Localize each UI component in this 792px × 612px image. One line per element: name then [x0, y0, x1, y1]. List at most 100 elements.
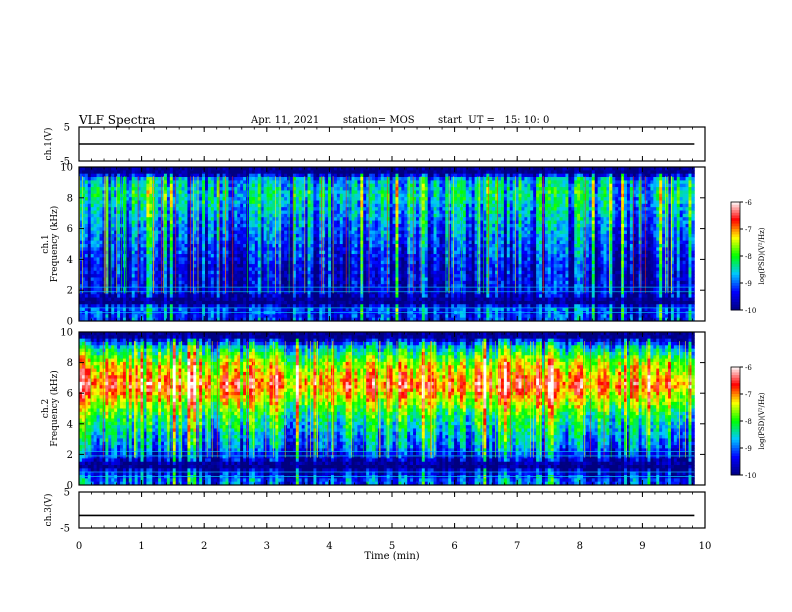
- spectrogram-cell: [222, 190, 226, 195]
- spectrogram-cell: [319, 227, 323, 232]
- spectrogram-cell: [401, 183, 405, 188]
- spectrogram-cell: [339, 220, 344, 225]
- spectrogram-cell: [415, 170, 420, 175]
- spectrogram-cell: [574, 210, 578, 215]
- spectrogram-cell: [498, 210, 502, 215]
- spectrogram-cell: [662, 237, 666, 242]
- spectrogram-cell: [254, 193, 259, 198]
- spectrogram-cell: [240, 180, 244, 185]
- spectrogram-cell: [676, 220, 681, 225]
- spectrogram-cell: [398, 217, 402, 221]
- spectrogram-cell: [374, 233, 379, 238]
- spectrogram-cell: [87, 187, 92, 191]
- spectrogram-cell: [263, 190, 267, 195]
- spectrogram-cell: [556, 233, 560, 238]
- spectrogram-cell: [615, 203, 619, 208]
- spectrogram-cell: [553, 167, 558, 171]
- spectrogram-cell: [612, 230, 616, 235]
- spectrogram-cell: [530, 223, 534, 228]
- spectrogram-cell: [328, 193, 332, 198]
- spectrogram-cell: [609, 177, 613, 181]
- spectrogram-cell: [500, 207, 505, 211]
- spectrogram-cell: [670, 173, 675, 178]
- spectrogram-cell: [117, 233, 121, 238]
- spectrogram-cell: [656, 187, 660, 191]
- spectrogram-cell: [536, 220, 540, 225]
- spectrogram-cell: [342, 217, 347, 221]
- spectrogram-cell: [603, 230, 607, 235]
- spectrogram-cell: [272, 173, 276, 178]
- spectrogram-cell: [624, 220, 628, 225]
- spectrogram-cell: [99, 203, 103, 208]
- spectrogram-cell: [143, 187, 147, 191]
- spectrogram-cell: [577, 213, 581, 218]
- spectrogram-cell: [357, 203, 361, 208]
- spectrogram-cell: [281, 187, 285, 191]
- spectrogram-cell: [210, 237, 215, 242]
- spectrogram-cell: [246, 170, 250, 175]
- spectrogram-cell: [172, 170, 177, 175]
- spectrogram-cell: [354, 217, 358, 221]
- spectrogram-cell: [503, 223, 508, 228]
- spectrogram-cell: [345, 190, 349, 195]
- spectrogram-cell: [322, 220, 326, 225]
- spectrogram-cell: [442, 177, 446, 181]
- spectrogram-cell: [172, 200, 177, 205]
- spectrogram-cell: [448, 197, 452, 201]
- spectrogram-cell: [398, 210, 402, 215]
- spectrogram-cell: [149, 173, 153, 178]
- spectrogram-cell: [638, 193, 643, 198]
- spectrogram-cell: [448, 170, 452, 175]
- spectrogram-cell: [462, 180, 467, 185]
- spectrogram-cell: [143, 220, 147, 225]
- spectrogram-cell: [594, 167, 599, 171]
- spectrogram-cell: [181, 230, 185, 235]
- spectrogram-cell: [418, 223, 423, 228]
- spectrogram-cell: [295, 167, 300, 171]
- spectrogram-cell: [216, 230, 221, 235]
- spectrogram-cell: [524, 197, 528, 201]
- spectrogram-cell: [257, 207, 262, 211]
- spectrogram-cell: [216, 183, 221, 188]
- spectrogram-cell: [635, 183, 640, 188]
- spectrogram-cell: [240, 187, 244, 191]
- spectrogram-cell: [336, 183, 341, 188]
- spectrogram-cell: [527, 167, 531, 171]
- spectrogram-cell: [600, 173, 604, 178]
- spectrogram-cell: [205, 203, 209, 208]
- spectrogram-cell: [492, 170, 496, 175]
- spectrogram-cell: [392, 197, 396, 201]
- spectrogram-cell: [468, 213, 473, 218]
- spectrogram-cell: [190, 227, 194, 232]
- spectrogram-cell: [319, 233, 323, 238]
- spectrogram-cell: [377, 220, 382, 225]
- spectrogram-cell: [615, 200, 619, 205]
- spectrogram-cell: [134, 237, 139, 242]
- spectrogram-cell: [682, 230, 686, 235]
- spectrogram-cell: [624, 173, 628, 178]
- spectrogram-cell: [310, 200, 314, 205]
- spectrogram-cell: [492, 190, 496, 195]
- spectrogram-cell: [140, 244, 144, 248]
- spectrogram-cell: [287, 167, 291, 171]
- spectrogram-cell: [216, 177, 221, 181]
- spectrogram-cell: [137, 240, 141, 245]
- spectrogram-cell: [439, 190, 443, 195]
- spectrogram-cell: [231, 167, 235, 171]
- spectrogram-cell: [512, 190, 517, 195]
- spectrogram-cell: [354, 203, 358, 208]
- spectrogram-cell: [190, 183, 194, 188]
- spectrogram-cell: [354, 227, 358, 232]
- spectrogram-cell: [445, 190, 449, 195]
- spectrogram-cell: [509, 233, 514, 238]
- spectrogram-cell: [659, 200, 663, 205]
- spectrogram-cell: [339, 230, 344, 235]
- spectrogram-cell: [565, 203, 569, 208]
- spectrogram-cell: [667, 183, 672, 188]
- spectrogram-cell: [503, 170, 508, 175]
- spectrogram-cell: [216, 220, 221, 225]
- spectrogram-cell: [439, 193, 443, 198]
- spectrogram-cell: [533, 200, 537, 205]
- spectrogram-cell: [137, 223, 141, 228]
- spectrogram-cell: [313, 227, 317, 232]
